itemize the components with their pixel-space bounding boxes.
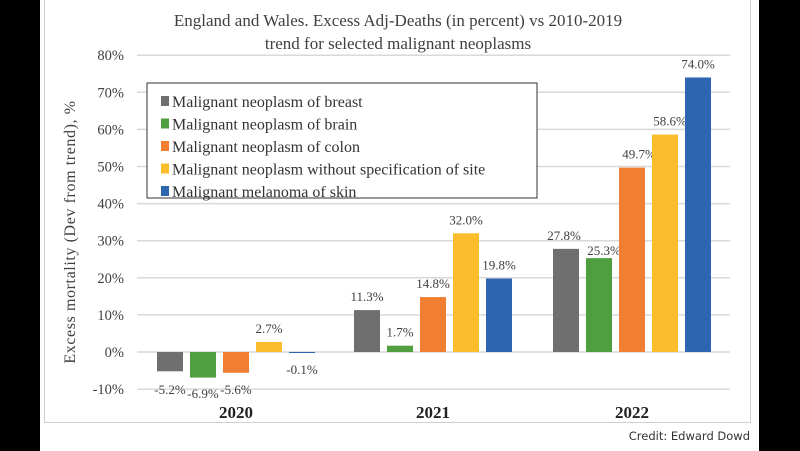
data-label: -5.2% — [154, 382, 186, 397]
y-tick-label: 30% — [97, 234, 124, 250]
credit-text: Credit: Edward Dowd — [628, 429, 750, 443]
y-tick-label: 60% — [97, 122, 124, 138]
legend-swatch — [161, 96, 169, 106]
data-label: 25.3% — [587, 243, 621, 258]
data-label: 74.0% — [681, 56, 715, 71]
bar — [354, 310, 380, 352]
x-tick-label: 2020 — [219, 403, 253, 422]
data-label: 14.8% — [416, 276, 450, 291]
data-label: 19.8% — [482, 258, 516, 273]
chart-title-line-2: trend for selected malignant neoplasms — [265, 34, 531, 53]
bar — [387, 345, 413, 352]
bar — [190, 352, 216, 378]
x-tick-label: 2022 — [615, 403, 649, 422]
bar — [223, 352, 249, 373]
bar — [486, 278, 512, 352]
data-label: 2.7% — [255, 321, 282, 336]
y-tick-label: 40% — [97, 197, 124, 213]
y-tick-label: 20% — [97, 271, 124, 287]
chart-title-line-1: England and Wales. Excess Adj-Deaths (in… — [174, 11, 622, 30]
x-tick-label: 2021 — [416, 403, 450, 422]
legend-label: Malignant neoplasm of colon — [172, 139, 360, 156]
legend-label: Malignant neoplasm without specification… — [172, 162, 485, 179]
y-tick-label: 0% — [105, 345, 124, 361]
bar — [685, 77, 711, 353]
legend-swatch — [161, 186, 169, 196]
legend — [146, 82, 538, 199]
bar — [157, 352, 183, 372]
y-tick-label: 80% — [97, 48, 124, 64]
bar — [420, 297, 446, 352]
data-label: 27.8% — [547, 228, 581, 243]
legend-swatch — [161, 163, 169, 174]
y-tick-label: -10% — [93, 382, 124, 398]
legend-label: Malignant neoplasm of breast — [172, 94, 363, 111]
data-label: 49.7% — [622, 147, 656, 162]
bar — [586, 258, 612, 352]
bar — [256, 341, 282, 352]
legend-swatch — [161, 141, 169, 151]
chart-frame — [44, 0, 751, 423]
data-label: -5.6% — [220, 382, 252, 397]
data-label: 58.6% — [653, 114, 687, 129]
legend-label: Malignant melanoma of skin — [172, 184, 356, 201]
data-label: 1.7% — [386, 325, 413, 340]
y-tick-label: 10% — [97, 308, 124, 324]
data-label: -0.1% — [286, 362, 318, 377]
legend-swatch — [161, 118, 169, 129]
bar — [619, 167, 645, 352]
data-label: 32.0% — [449, 212, 483, 227]
bar — [553, 248, 579, 352]
data-label: 11.3% — [350, 289, 383, 304]
y-tick-label: 70% — [97, 85, 124, 101]
y-axis-label: Excess mortality (Dev from trend), % — [62, 100, 79, 363]
y-tick-label: 50% — [97, 160, 124, 176]
bar — [289, 352, 315, 353]
bar — [453, 233, 479, 352]
data-label: -6.9% — [187, 386, 219, 401]
legend-label: Malignant neoplasm of brain — [172, 117, 357, 134]
bar — [652, 134, 678, 352]
